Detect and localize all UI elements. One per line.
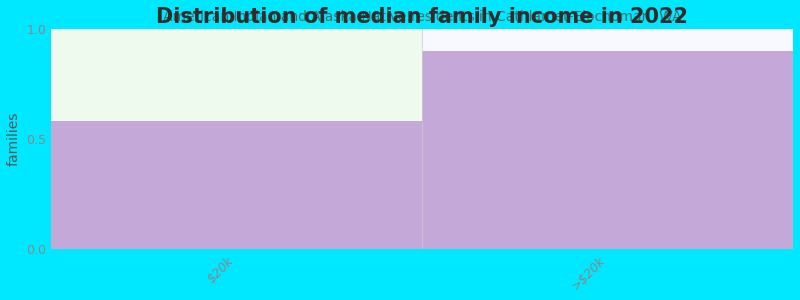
Bar [51, 28, 422, 121]
Title: Distribution of median family income in 2022: Distribution of median family income in … [156, 7, 688, 27]
Y-axis label: families: families [7, 112, 21, 166]
Bar [422, 28, 793, 51]
Bar [422, 51, 793, 250]
Bar [51, 121, 422, 250]
Text: American Indian and Alaska Native residents in Cathlamet-Elochoman, WA: American Indian and Alaska Native reside… [163, 10, 682, 24]
